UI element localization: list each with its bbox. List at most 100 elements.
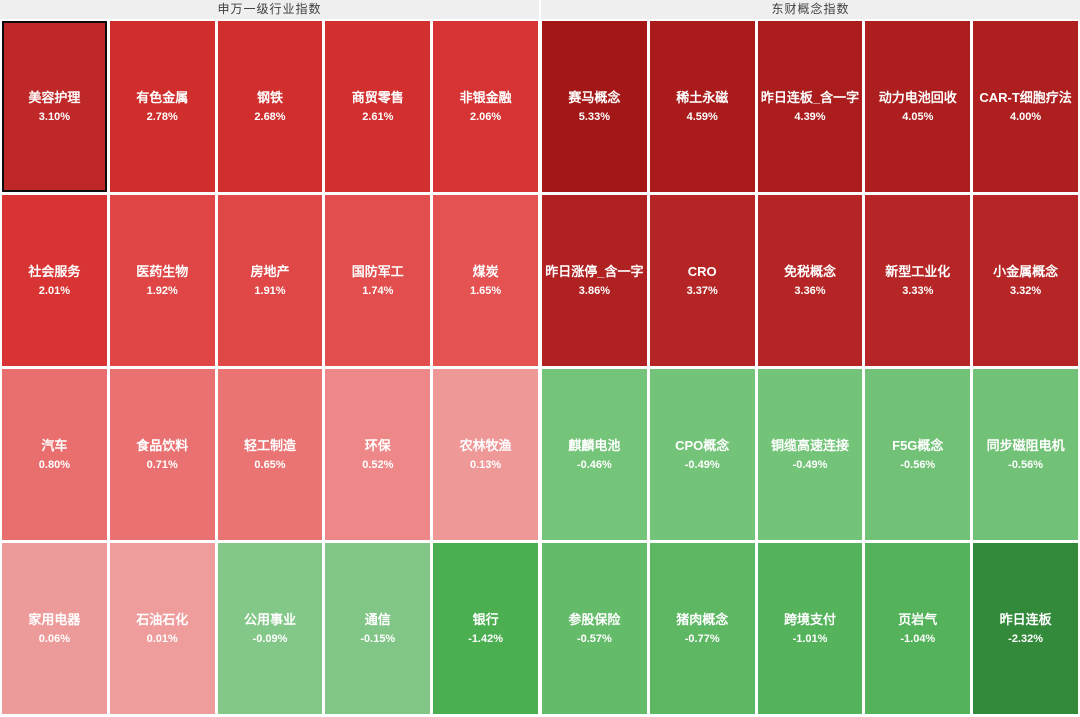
index-tile-change: 0.80%	[38, 459, 70, 471]
index-tile-name: 医药生物	[136, 264, 189, 279]
index-tile-change: -1.42%	[468, 633, 504, 645]
index-tile-change: 1.92%	[146, 285, 178, 297]
index-tile-name: 钢铁	[256, 90, 283, 105]
index-tile[interactable]: 新型工业化 3.33%	[865, 195, 971, 366]
index-tile[interactable]: 昨日连板 -2.32%	[973, 543, 1078, 714]
index-tile-name: 铜缆高速连接	[770, 438, 849, 453]
index-tile-name: 跨境支付	[783, 612, 836, 627]
index-tile[interactable]: 商贸零售 2.61%	[325, 21, 431, 192]
index-tile-change: 0.01%	[146, 633, 178, 645]
index-tile[interactable]: 跨境支付 -1.01%	[757, 543, 863, 714]
index-tile-name: 煤炭	[472, 264, 499, 279]
index-tile[interactable]: 公用事业 -0.09%	[217, 543, 323, 714]
index-tile-name: 银行	[472, 612, 499, 627]
index-tile[interactable]: 同步磁阻电机 -0.56%	[973, 369, 1078, 540]
index-tile-name: 环保	[364, 438, 391, 453]
index-tile[interactable]: 食品饮料 0.71%	[109, 369, 215, 540]
index-tile-change: 1.91%	[254, 285, 286, 297]
index-tile[interactable]: CAR-T细胞疗法 4.00%	[973, 21, 1078, 192]
index-tile-change: 3.36%	[794, 285, 826, 297]
index-tile-name: CPO概念	[675, 438, 730, 453]
panel-shenwan-industry-indices: 申万一级行业指数 美容护理 3.10% 有色金属 2.78% 钢铁 2.68% 商贸零售 2.…	[0, 0, 540, 717]
index-tile[interactable]: 参股保险 -0.57%	[542, 543, 647, 714]
index-tile[interactable]: 赛马概念 5.33%	[542, 21, 647, 192]
index-tile-name: 页岩气	[898, 612, 938, 627]
index-tile-change: -0.77%	[684, 633, 720, 645]
index-tile[interactable]: 麒麟电池 -0.46%	[542, 369, 647, 540]
index-tile-name: 昨日涨停_含一字	[545, 264, 644, 279]
index-tile-name: 家用电器	[28, 612, 81, 627]
index-tile-name: 猪肉概念	[676, 612, 729, 627]
index-tile-change: 4.39%	[794, 111, 826, 123]
index-tile-change: 3.32%	[1009, 285, 1042, 297]
panel-title-shenwan: 申万一级行业指数	[0, 0, 539, 19]
index-tile[interactable]: 动力电池回收 4.05%	[865, 21, 971, 192]
index-tile-name: 社会服务	[28, 264, 81, 279]
index-tile-name: 免税概念	[783, 264, 836, 279]
index-tile[interactable]: CRO 3.37%	[649, 195, 755, 366]
heatmap-grid-right: 赛马概念 5.33% 稀土永磁 4.59% 昨日连板_含一字 4.39% 动力电池回收 4.0…	[540, 19, 1080, 717]
index-tile-change: -0.15%	[360, 633, 396, 645]
index-tile-name: 麒麟电池	[568, 438, 621, 453]
index-tile-change: 2.68%	[254, 111, 286, 123]
index-tile-change: 0.13%	[469, 459, 502, 471]
index-tile[interactable]: 页岩气 -1.04%	[865, 543, 971, 714]
index-tile-name: 商贸零售	[351, 90, 404, 105]
index-tile-name: 非银金融	[459, 90, 512, 105]
index-tile[interactable]: 小金属概念 3.32%	[973, 195, 1078, 366]
panel-title-concept: 东财概念指数	[541, 0, 1080, 19]
index-tile-change: -2.32%	[1008, 633, 1044, 645]
index-tile-name: 石油石化	[136, 612, 189, 627]
index-tile[interactable]: 昨日涨停_含一字 3.86%	[542, 195, 647, 366]
index-tile-change: 1.65%	[469, 285, 502, 297]
index-tile[interactable]: 环保 0.52%	[325, 369, 431, 540]
index-tile[interactable]: 煤炭 1.65%	[433, 195, 538, 366]
index-tile-change: 0.71%	[146, 459, 178, 471]
index-tile-name: 新型工业化	[885, 264, 951, 279]
index-tile-name: 同步磁阻电机	[986, 438, 1065, 453]
index-tile[interactable]: 免税概念 3.36%	[757, 195, 863, 366]
index-tile-name: 国防军工	[351, 264, 404, 279]
index-tile[interactable]: 有色金属 2.78%	[109, 21, 215, 192]
index-tile-name: 美容护理	[28, 90, 81, 105]
index-tile[interactable]: 稀土永磁 4.59%	[649, 21, 755, 192]
index-tile-change: 4.05%	[902, 111, 934, 123]
index-tile[interactable]: 农林牧渔 0.13%	[433, 369, 538, 540]
index-tile-change: 3.37%	[686, 285, 718, 297]
index-tile-change: -1.04%	[900, 633, 936, 645]
index-tile-name: 动力电池回收	[878, 90, 957, 105]
index-tile-name: CAR-T细胞疗法	[979, 90, 1072, 105]
index-tile-name: 农林牧渔	[459, 438, 512, 453]
index-tile[interactable]: 美容护理 3.10%	[2, 21, 107, 192]
index-tile[interactable]: CPO概念 -0.49%	[649, 369, 755, 540]
index-tile[interactable]: 房地产 1.91%	[217, 195, 323, 366]
index-tile-change: 3.10%	[38, 111, 70, 123]
index-tile[interactable]: 轻工制造 0.65%	[217, 369, 323, 540]
index-tile[interactable]: 通信 -0.15%	[325, 543, 431, 714]
index-tile[interactable]: F5G概念 -0.56%	[865, 369, 971, 540]
index-tile[interactable]: 银行 -1.42%	[433, 543, 538, 714]
index-tile[interactable]: 非银金融 2.06%	[433, 21, 538, 192]
index-tile[interactable]: 钢铁 2.68%	[217, 21, 323, 192]
index-tile[interactable]: 医药生物 1.92%	[109, 195, 215, 366]
heatmap-grid-left: 美容护理 3.10% 有色金属 2.78% 钢铁 2.68% 商贸零售 2.61% 非银金融 2.…	[0, 19, 540, 717]
index-tile[interactable]: 石油石化 0.01%	[109, 543, 215, 714]
index-tile-change: 3.33%	[902, 285, 934, 297]
index-tile[interactable]: 汽车 0.80%	[2, 369, 107, 540]
index-tile-change: -0.56%	[1008, 459, 1044, 471]
index-tile[interactable]: 国防军工 1.74%	[325, 195, 431, 366]
index-tile-change: 2.78%	[146, 111, 178, 123]
index-tile[interactable]: 家用电器 0.06%	[2, 543, 107, 714]
index-tile-name: 参股保险	[568, 612, 621, 627]
index-tile[interactable]: 猪肉概念 -0.77%	[649, 543, 755, 714]
index-tile[interactable]: 昨日连板_含一字 4.39%	[757, 21, 863, 192]
index-tile-name: 食品饮料	[136, 438, 189, 453]
index-tile-change: -0.09%	[252, 633, 288, 645]
index-tile-name: 有色金属	[136, 90, 189, 105]
index-tile[interactable]: 社会服务 2.01%	[2, 195, 107, 366]
index-tile[interactable]: 铜缆高速连接 -0.49%	[757, 369, 863, 540]
index-tile-change: -1.01%	[792, 633, 828, 645]
index-tile-change: -0.56%	[900, 459, 936, 471]
index-tile-change: -0.49%	[792, 459, 828, 471]
